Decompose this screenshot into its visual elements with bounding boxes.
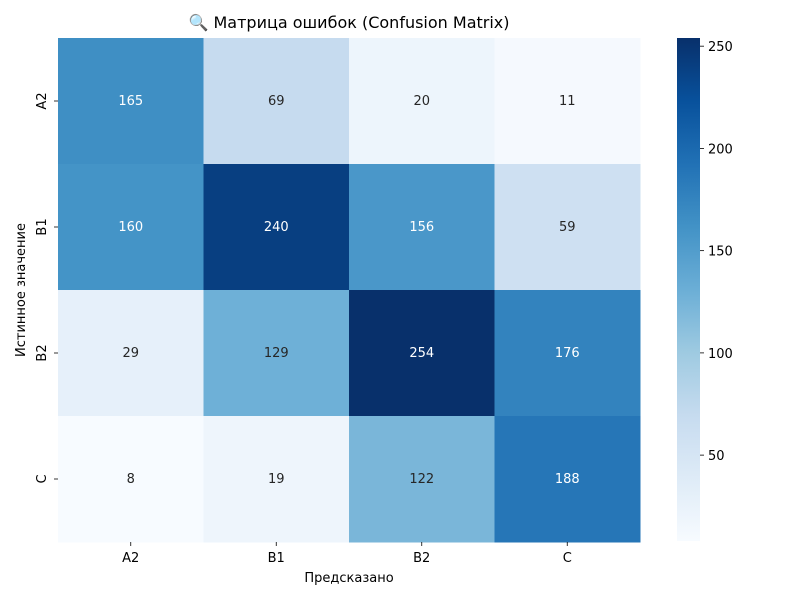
cell-value-label: 122 — [409, 472, 434, 487]
colorbar-tick-label: 250 — [708, 40, 733, 55]
cell-value-label: 8 — [127, 472, 135, 487]
y-tick-label: B1 — [35, 218, 50, 235]
heatmap-cell — [494, 290, 641, 417]
cell-value-label: 11 — [559, 94, 576, 109]
heatmap-cell — [58, 416, 204, 543]
cell-value-label: 160 — [118, 220, 143, 235]
cell-value-label: 254 — [409, 346, 434, 361]
y-axis-ticks: A2 B1 B2 C — [35, 92, 58, 484]
cell-value-label: 188 — [555, 472, 580, 487]
cell-value-label: 240 — [264, 220, 289, 235]
heatmap-cell — [349, 416, 495, 543]
heatmap-cell — [58, 164, 204, 291]
colorbar-tick-label: 150 — [708, 245, 733, 260]
colorbar-tick-label: 50 — [708, 449, 725, 464]
x-tick-label: A2 — [122, 551, 139, 566]
chart-title: 🔍 Матрица ошибок (Confusion Matrix) — [188, 12, 509, 32]
y-tick-label: A2 — [35, 92, 50, 109]
colorbar-tick-label: 200 — [708, 142, 733, 157]
cell-value-label: 59 — [559, 220, 576, 235]
heatmap-cell — [203, 38, 350, 165]
cell-value-label: 20 — [413, 94, 430, 109]
colorbar-tick-label: 100 — [708, 347, 733, 362]
colorbar — [677, 38, 700, 541]
cell-value-label: 165 — [118, 94, 143, 109]
heatmap-cell — [494, 416, 641, 543]
cell-value-label: 19 — [268, 472, 285, 487]
heatmap-cell-labels: 165 69 20 11 160 240 156 59 29 129 254 176 8 19 122 188 — [118, 94, 579, 487]
heatmap-cell — [349, 290, 495, 417]
x-tick-label: B2 — [413, 551, 430, 566]
x-tick-label: C — [563, 551, 572, 566]
x-tick-label: B1 — [268, 551, 285, 566]
heatmap-cell — [58, 290, 204, 417]
colorbar-ticks: 50 100 150 200 250 — [700, 40, 733, 464]
heatmap-cells — [58, 38, 641, 543]
cell-value-label: 176 — [555, 346, 580, 361]
heatmap-cell — [203, 416, 350, 543]
y-axis-label: Истинное значение — [14, 223, 29, 357]
heatmap-cell — [349, 164, 495, 291]
heatmap-cell — [349, 38, 495, 165]
heatmap-cell — [203, 164, 350, 291]
x-axis-label: Предсказано — [304, 571, 393, 586]
y-tick-label: C — [35, 474, 50, 483]
heatmap-cell — [494, 164, 641, 291]
cell-value-label: 129 — [264, 346, 289, 361]
cell-value-label: 156 — [409, 220, 434, 235]
heatmap-cell — [494, 38, 641, 165]
cell-value-label: 29 — [122, 346, 139, 361]
x-axis-ticks: A2 B1 B2 C — [122, 542, 572, 566]
heatmap-cell — [58, 38, 204, 165]
heatmap-cell — [203, 290, 350, 417]
y-tick-label: B2 — [35, 344, 50, 361]
cell-value-label: 69 — [268, 94, 285, 109]
